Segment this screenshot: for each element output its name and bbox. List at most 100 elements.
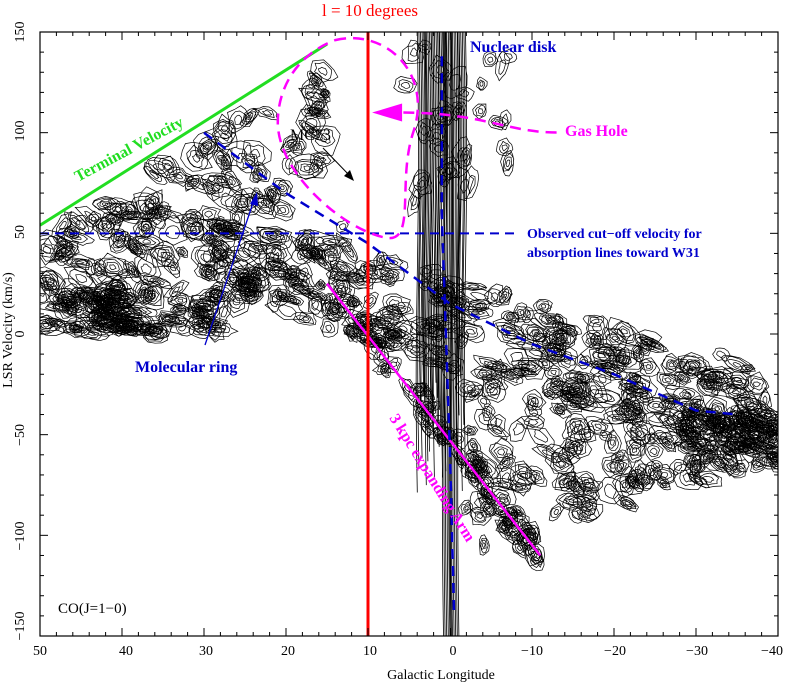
contour-clump — [373, 251, 388, 271]
contour-clump — [712, 347, 731, 362]
contour-clump — [310, 151, 335, 170]
contour-clump — [290, 283, 325, 302]
molecular-ring-arrow — [204, 199, 255, 346]
contour-clump — [123, 260, 142, 284]
contour-clump — [479, 534, 490, 556]
contour-clump — [568, 381, 587, 402]
contour-clump — [158, 214, 188, 246]
contour-clump — [40, 276, 50, 304]
contour-clump — [580, 343, 617, 367]
contour-clump — [501, 310, 520, 323]
gas-hole-pointer — [400, 111, 557, 134]
contour-clump — [634, 388, 654, 406]
contour-clump — [91, 196, 122, 214]
contour-clump — [212, 113, 236, 142]
contour-clump — [601, 454, 625, 478]
contour-clump — [630, 427, 652, 448]
contour-clump — [200, 229, 218, 247]
contour-clump — [639, 357, 661, 377]
contour-clump — [541, 313, 565, 325]
contour-clump — [108, 230, 131, 254]
contour-clump — [301, 77, 320, 99]
contour-clump — [620, 496, 637, 510]
contour-clump — [192, 305, 208, 323]
contour-clump — [619, 379, 649, 394]
contour-clump — [200, 259, 218, 282]
mc73-arrow — [322, 147, 351, 177]
contour-clump — [632, 401, 644, 416]
contour-clump — [342, 322, 360, 338]
contour-clump — [371, 332, 387, 352]
contour-clump — [630, 420, 656, 446]
contour-clump — [489, 414, 506, 433]
contour-clump — [488, 437, 514, 466]
contour-clump — [628, 407, 648, 428]
contour-clump — [169, 319, 196, 337]
contour-clump — [52, 235, 75, 252]
contour-clump — [458, 499, 474, 516]
contour-clump — [167, 290, 196, 311]
contour-clump — [122, 233, 149, 262]
contour-clump — [704, 456, 735, 473]
contour-clump — [64, 296, 95, 319]
contour-clump — [250, 161, 271, 182]
x-tick-label: −30 — [686, 644, 708, 659]
contour-clump — [481, 378, 507, 403]
contour-clump — [157, 313, 188, 328]
contour-clump — [726, 377, 749, 389]
contour-clump — [180, 141, 213, 172]
contour-clump — [735, 459, 750, 473]
contour-clump — [454, 86, 475, 102]
nuclear-disk-curve — [440, 56, 456, 616]
contour-clump — [325, 264, 342, 285]
contour-clump — [649, 464, 679, 485]
contour-clump — [263, 185, 282, 204]
contour-clump — [308, 72, 323, 89]
contour-clump — [512, 505, 526, 521]
contour-clump — [57, 287, 82, 309]
x-axis-label: Galactic Longitude — [387, 668, 495, 683]
contour-clump — [93, 215, 116, 237]
contour-clump — [561, 398, 583, 413]
x-tick-label: −40 — [761, 644, 783, 659]
contour-clump — [584, 378, 609, 404]
contour-clump — [479, 501, 498, 518]
contour-clump — [63, 265, 99, 290]
contour-clump — [266, 288, 283, 313]
contour-clump — [132, 217, 158, 240]
contour-clump — [613, 405, 646, 424]
contour-clump — [525, 395, 539, 412]
contour-clump — [210, 241, 229, 264]
contour-clump — [575, 470, 600, 492]
contour-clump — [495, 50, 511, 82]
contour-clump — [68, 323, 84, 334]
contour-clump — [119, 200, 142, 225]
contour-clump — [288, 153, 328, 180]
x-tick-label: 40 — [119, 644, 133, 659]
contour-clump — [593, 387, 622, 406]
contour-clump — [467, 437, 482, 453]
contour-clump — [201, 179, 220, 198]
contour-clump — [500, 150, 515, 177]
molecular-ring-label: Molecular ring — [135, 359, 237, 376]
contour-clump — [205, 121, 238, 151]
mc73-label: MC73 — [290, 127, 331, 144]
contour-clump — [488, 114, 509, 131]
contour-clump — [73, 326, 110, 342]
contour-clump — [63, 316, 92, 339]
contour-clump — [415, 117, 432, 145]
contour-clump — [579, 500, 604, 522]
contour-streak — [415, 32, 427, 493]
contour-clump — [48, 245, 74, 263]
contour-clump — [741, 420, 767, 448]
contour-clump — [204, 285, 225, 303]
contour-clump — [565, 412, 592, 443]
x-tick-label: −20 — [604, 644, 626, 659]
contour-clump — [514, 460, 532, 479]
contour-clump — [746, 439, 778, 457]
contour-clump — [155, 310, 180, 327]
contour-clump — [239, 107, 260, 128]
contour-clump — [105, 289, 122, 304]
contour-clump — [149, 240, 181, 268]
